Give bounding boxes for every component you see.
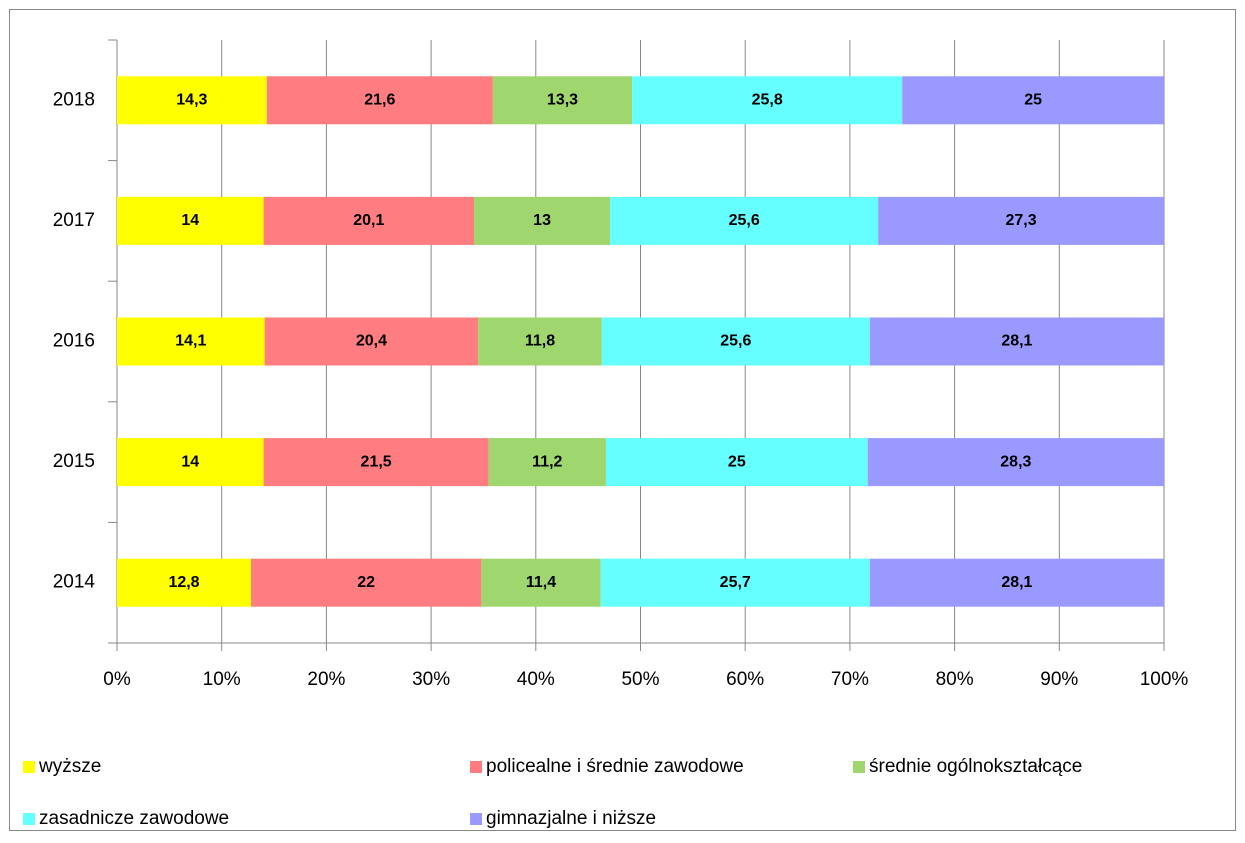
data-label: 11,2	[532, 453, 562, 470]
data-label: 25,7	[720, 574, 751, 591]
bar-segment	[632, 76, 903, 125]
data-label: 21,5	[361, 453, 392, 470]
x-tick-label: 20%	[307, 669, 345, 690]
x-tick-label: 90%	[1040, 669, 1078, 690]
legend-label: wyższe	[38, 756, 101, 777]
bar-segment	[266, 76, 493, 125]
x-tick-label: 10%	[203, 669, 241, 690]
x-tick-label: 40%	[517, 669, 555, 690]
data-label: 14,3	[176, 92, 207, 109]
bar-segment	[481, 558, 601, 607]
data-label: 14,1	[175, 333, 206, 350]
bar-segment	[251, 558, 482, 607]
bar-segment	[117, 196, 264, 245]
x-tick-label: 70%	[831, 669, 869, 690]
legend-label: zasadnicze zawodowe	[39, 808, 229, 829]
data-label: 11,8	[525, 333, 555, 350]
data-label: 25,6	[729, 212, 760, 229]
bar-segment	[605, 438, 868, 487]
data-label: 11,4	[526, 574, 556, 591]
bar-segment	[117, 438, 264, 487]
data-label: 25	[1024, 92, 1042, 109]
y-tick-label: 2017	[53, 210, 95, 231]
data-label: 27,3	[1006, 212, 1037, 229]
y-tick-label: 2014	[53, 572, 96, 593]
bar-segment	[263, 438, 489, 487]
bar-segment	[117, 317, 265, 366]
data-label: 12,8	[168, 574, 199, 591]
chart-border	[9, 9, 1236, 831]
bar-segment	[117, 558, 252, 607]
bar-segment	[492, 76, 633, 125]
bar-segment	[488, 438, 606, 487]
y-tick-label: 2015	[53, 451, 95, 472]
data-label: 22	[357, 574, 375, 591]
legend-label: średnie ogólnokształcące	[869, 756, 1082, 777]
bar-segment	[878, 196, 1164, 245]
data-label: 20,4	[356, 333, 387, 350]
bar-segment	[478, 317, 602, 366]
legend-swatch	[470, 761, 482, 773]
bar-segment	[869, 317, 1164, 366]
bar-segment	[601, 317, 870, 366]
x-tick-label: 0%	[103, 669, 131, 690]
bar-segment	[867, 438, 1164, 487]
x-tick-label: 60%	[726, 669, 764, 690]
data-label: 14	[181, 453, 199, 470]
data-label: 28,1	[1001, 574, 1032, 591]
bar-segment	[902, 76, 1164, 125]
data-label: 25,6	[720, 333, 751, 350]
legend-swatch	[23, 813, 35, 825]
x-tick-label: 100%	[1140, 669, 1189, 690]
y-tick-label: 2016	[53, 331, 95, 352]
data-label: 21,6	[364, 92, 395, 109]
legend-swatch	[23, 761, 35, 773]
bar-segment	[610, 196, 879, 245]
bar-segment	[474, 196, 611, 245]
bar-segment	[869, 558, 1164, 607]
bar-segment	[264, 317, 479, 366]
legend-label: policealne i średnie zawodowe	[486, 756, 744, 777]
data-label: 28,1	[1001, 333, 1032, 350]
data-label: 25,8	[752, 92, 783, 109]
data-label: 14	[181, 212, 199, 229]
legend-swatch	[470, 813, 482, 825]
data-label: 13,3	[547, 92, 578, 109]
x-tick-label: 30%	[412, 669, 450, 690]
data-label: 25	[728, 453, 746, 470]
legend-swatch	[853, 761, 865, 773]
bar-segment	[117, 76, 267, 125]
data-label: 13	[533, 212, 551, 229]
y-tick-label: 2018	[53, 89, 95, 110]
bar-segment	[263, 196, 475, 245]
data-label: 20,1	[353, 212, 384, 229]
x-tick-label: 50%	[621, 669, 659, 690]
x-tick-label: 80%	[936, 669, 974, 690]
legend-label: gimnazjalne i niższe	[486, 808, 656, 829]
bar-segment	[600, 558, 870, 607]
data-label: 28,3	[1000, 453, 1031, 470]
